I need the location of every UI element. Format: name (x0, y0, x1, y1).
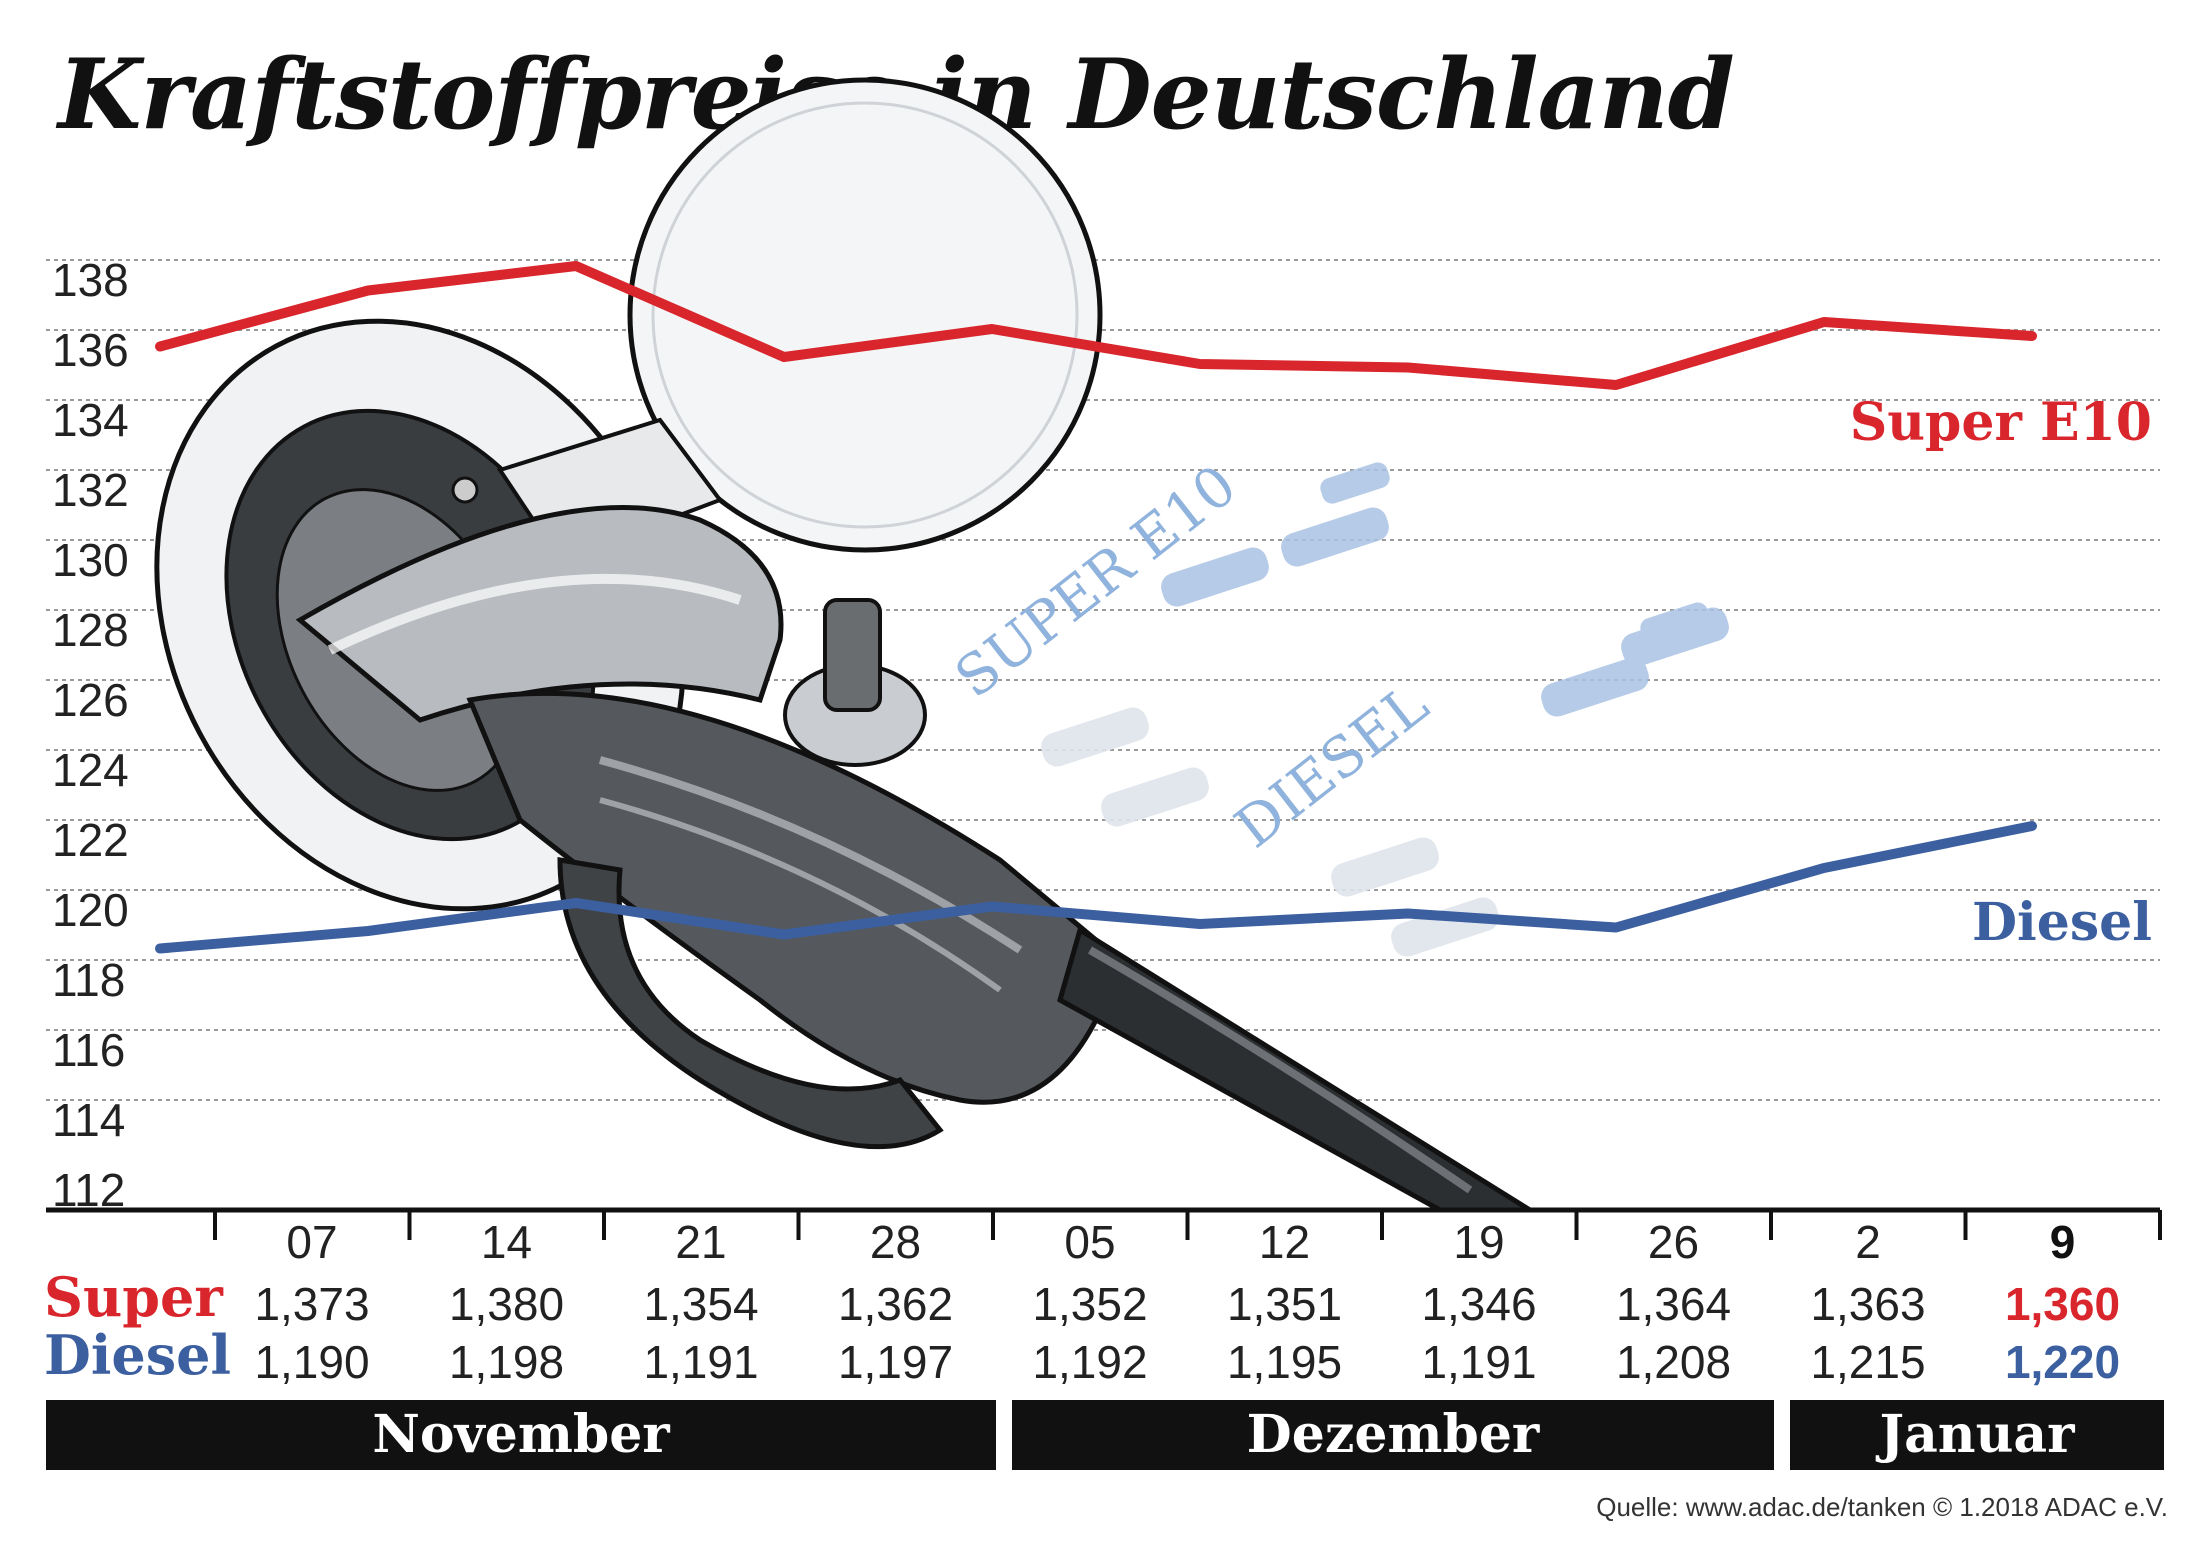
legend-diesel: Diesel (1972, 892, 2152, 953)
super-price-07: 1,373 (254, 1278, 369, 1330)
row-label-super: Super (44, 1265, 223, 1329)
y-tick-label: 114 (52, 1094, 125, 1146)
x-tick-label: 14 (481, 1216, 532, 1268)
pump-display-decoration: SUPER E10 DIESEL (944, 453, 1729, 957)
x-tick-label: 2 (1855, 1216, 1881, 1268)
pump-label-diesel: DIESEL (1224, 672, 1441, 861)
diesel-price-07: 1,190 (254, 1336, 369, 1388)
super-point-2 (1822, 320, 1826, 324)
series-line-super-e10 (155, 261, 2037, 390)
month-label: November (372, 1404, 670, 1465)
diesel-price-19: 1,191 (1421, 1336, 1536, 1388)
y-tick-label: 126 (52, 674, 129, 726)
y-tick-label: 118 (52, 954, 125, 1006)
super-price-2: 1,363 (1810, 1278, 1925, 1330)
super-point-19 (1406, 365, 1410, 370)
super-point-21 (574, 264, 578, 268)
tank-lid-open-icon (627, 77, 1103, 553)
diesel-point-2 (1822, 866, 1826, 870)
super-point-12 (1198, 362, 1202, 366)
super-price-21: 1,354 (643, 1278, 758, 1330)
y-tick-label: 136 (52, 324, 129, 376)
y-tick-label: 116 (52, 1024, 125, 1076)
diesel-price-9: 1,220 (2005, 1336, 2120, 1388)
super-point-26 (1614, 383, 1618, 387)
diesel-point-28 (782, 932, 786, 937)
month-bar-januar (1790, 1400, 2164, 1470)
x-tick-label: 19 (1453, 1216, 1504, 1268)
series-line-diesel (155, 821, 2037, 954)
month-bar-november (46, 1400, 996, 1470)
legend-super-e10: Super E10 (1850, 392, 2152, 453)
diesel-price-2: 1,215 (1810, 1336, 1925, 1388)
super-point-14 (366, 288, 370, 293)
x-tick-label: 21 (675, 1216, 726, 1268)
diesel-price-21: 1,191 (643, 1336, 758, 1388)
x-tick-label: 26 (1648, 1216, 1699, 1268)
super-price-19: 1,346 (1421, 1278, 1536, 1330)
diesel-price-28: 1,197 (838, 1336, 953, 1388)
diesel-point-12 (1198, 922, 1202, 926)
diesel-point-19 (1406, 911, 1410, 916)
super-price-05: 1,352 (1032, 1278, 1147, 1330)
month-label: Januar (1876, 1404, 2076, 1465)
x-tick-label: 28 (870, 1216, 921, 1268)
diesel-point-07 (158, 946, 162, 951)
x-tick-label: 05 (1064, 1216, 1115, 1268)
super-price-12: 1,351 (1227, 1278, 1342, 1330)
row-label-diesel: Diesel (44, 1323, 231, 1387)
super-point-9 (2030, 334, 2034, 338)
super-price-26: 1,364 (1616, 1278, 1731, 1330)
y-tick-label: 120 (52, 884, 129, 936)
diesel-price-05: 1,192 (1032, 1336, 1147, 1388)
y-tick-label: 130 (52, 534, 129, 586)
super-point-28 (782, 355, 786, 359)
y-tick-label: 138 (52, 254, 129, 306)
diesel-point-05 (990, 904, 994, 909)
super-point-05 (990, 327, 994, 331)
y-tick-label: 128 (52, 604, 129, 656)
source-note: Quelle: www.adac.de/tanken © 1.2018 ADAC… (1596, 1492, 2168, 1522)
month-bars: November Dezember Januar (46, 1400, 2164, 1470)
super-price-14: 1,380 (449, 1278, 564, 1330)
y-tick-label: 132 (52, 464, 129, 516)
x-axis: 07 14 21 28 05 12 19 26 2 9 (46, 1207, 2162, 1268)
y-axis-tick-labels: 112 114 116 118 120 122 124 126 128 130 132 134 136 1… (52, 254, 129, 1216)
x-tick-label: 12 (1259, 1216, 1310, 1268)
super-price-28: 1,362 (838, 1278, 953, 1330)
y-tick-label: 124 (52, 744, 129, 796)
x-tick-label: 07 (286, 1216, 337, 1268)
y-tick-label: 134 (52, 394, 129, 446)
diesel-point-14 (366, 929, 370, 933)
series-lines (155, 261, 2037, 954)
diesel-price-14: 1,198 (449, 1336, 564, 1388)
price-table: 1,373 1,380 1,354 1,362 1,352 1,351 1,346 1,364… (254, 1278, 2120, 1388)
diesel-point-9 (2030, 824, 2034, 828)
diesel-price-26: 1,208 (1616, 1336, 1731, 1388)
fuel-nozzle-illustration (154, 77, 1539, 1213)
diesel-point-26 (1614, 925, 1618, 930)
y-tick-label: 112 (52, 1164, 125, 1216)
x-tick-label: 9 (2050, 1216, 2076, 1268)
month-bar-dezember (1012, 1400, 1774, 1470)
y-tick-label: 122 (52, 814, 129, 866)
month-label: Dezember (1247, 1404, 1540, 1465)
super-price-9: 1,360 (2005, 1278, 2120, 1330)
diesel-point-21 (574, 901, 578, 905)
diesel-cap-icon (823, 598, 882, 712)
diesel-price-12: 1,195 (1227, 1336, 1342, 1388)
super-point-07 (158, 344, 162, 349)
